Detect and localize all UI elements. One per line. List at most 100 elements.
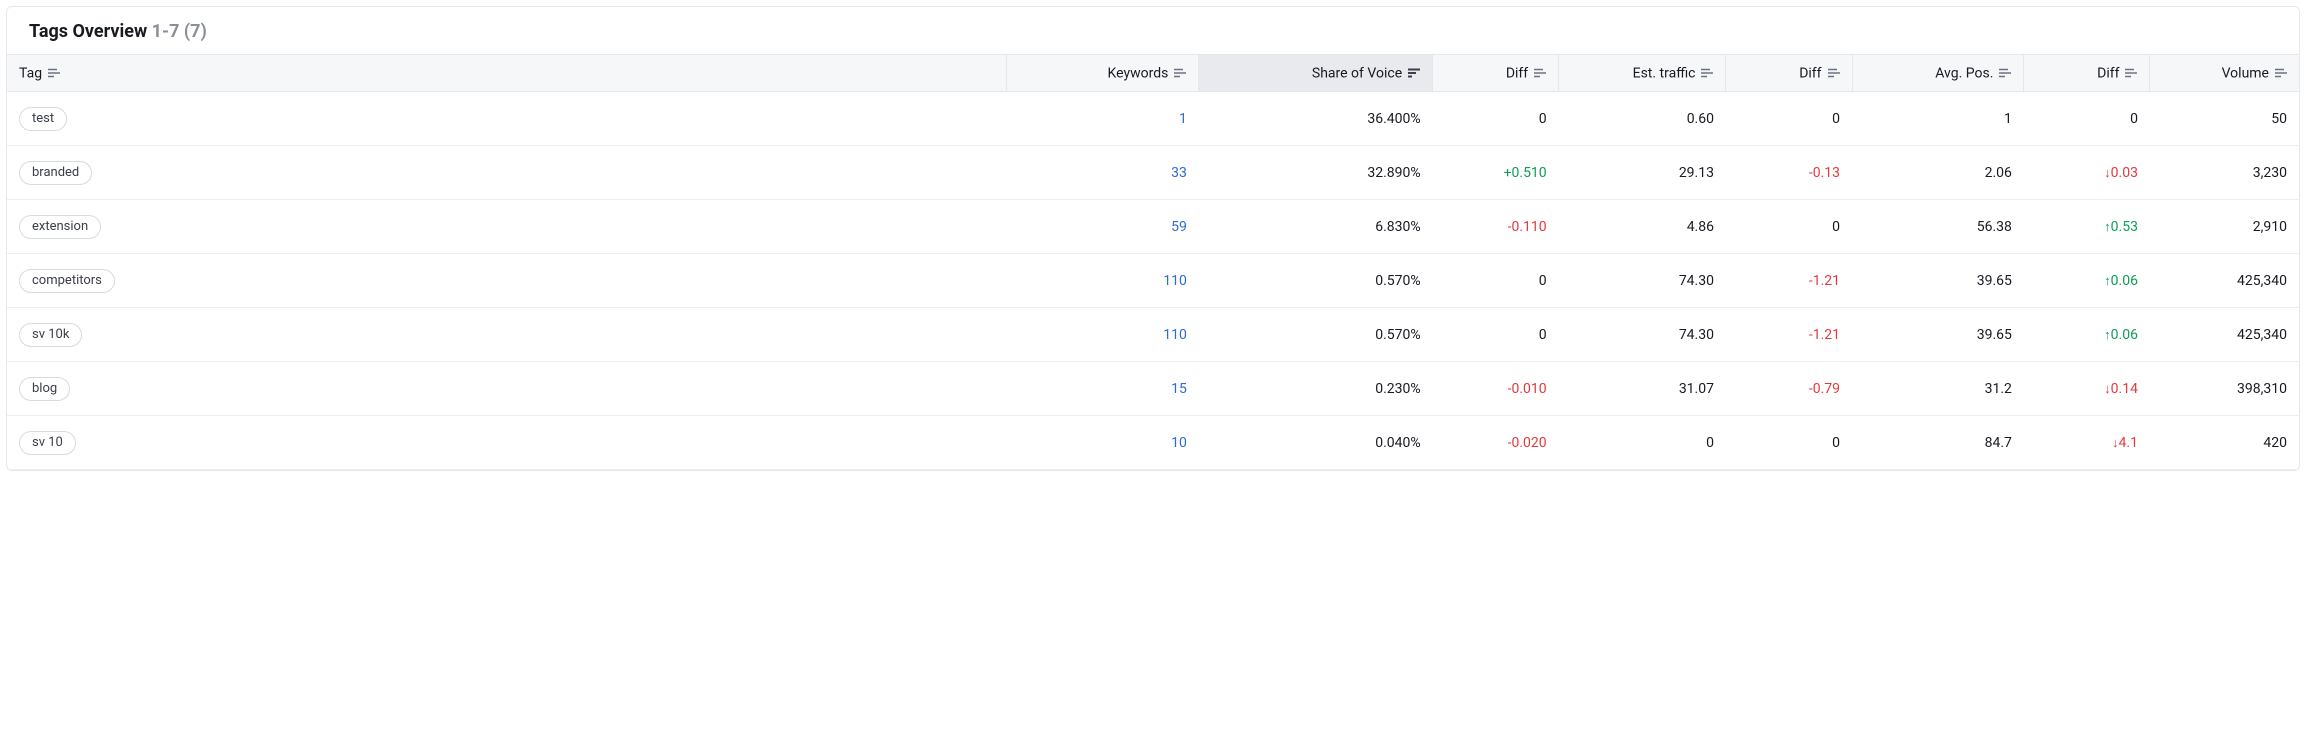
cell-diff-avgpos-value: ↑0.53 [2104, 219, 2138, 235]
cell-traffic-value: 0.60 [1687, 111, 1714, 127]
col-header-label: Tag [19, 65, 42, 81]
cell-volume-value: 425,340 [2237, 273, 2287, 289]
cell-diff-traffic-value: 0 [1832, 435, 1840, 451]
table-row: sv 10100.040%-0.0200084.7↓4.1420 [7, 416, 2299, 470]
sort-icon [1534, 68, 1546, 78]
cell-diff-avgpos-value: ↓0.14 [2104, 381, 2138, 397]
tag-pill[interactable]: test [19, 107, 67, 131]
tag-pill[interactable]: blog [19, 377, 70, 401]
tag-pill[interactable]: competitors [19, 269, 115, 293]
table-row: competitors1100.570%074.30-1.2139.65↑0.0… [7, 254, 2299, 308]
cell-diff-traffic-value: 0 [1832, 219, 1840, 235]
tag-pill[interactable]: sv 10k [19, 323, 82, 347]
cell-diff-sov: +0.510 [1433, 146, 1559, 200]
cell-traffic: 0 [1559, 416, 1726, 470]
col-header-avgpos[interactable]: Avg. Pos. [1852, 55, 2024, 92]
cell-sov: 36.400% [1199, 92, 1433, 146]
keywords-link[interactable]: 110 [1163, 327, 1187, 343]
cell-diff-traffic-value: -0.79 [1809, 381, 1840, 397]
col-header-traffic[interactable]: Est. traffic [1559, 55, 1726, 92]
cell-diff-sov: -0.010 [1433, 362, 1559, 416]
cell-diff-sov: -0.110 [1433, 200, 1559, 254]
cell-avgpos: 56.38 [1852, 200, 2024, 254]
cell-diff-avgpos-number: 0.03 [2111, 165, 2138, 181]
cell-volume: 425,340 [2150, 308, 2299, 362]
table-row: test136.400%00.6001050 [7, 92, 2299, 146]
cell-diff-avgpos: 0 [2024, 92, 2150, 146]
sort-icon [2275, 68, 2287, 78]
col-header-label: Keywords [1108, 65, 1169, 81]
cell-avgpos: 84.7 [1852, 416, 2024, 470]
col-header-tag[interactable]: Tag [7, 55, 1006, 92]
cell-diff-traffic-value: 0 [1832, 111, 1840, 127]
col-header-sov[interactable]: Share of Voice [1199, 55, 1433, 92]
cell-volume-value: 50 [2271, 111, 2287, 127]
cell-diff-traffic: -1.21 [1726, 254, 1852, 308]
cell-sov: 0.040% [1199, 416, 1433, 470]
cell-traffic: 31.07 [1559, 362, 1726, 416]
tag-pill[interactable]: sv 10 [19, 431, 76, 455]
cell-sov-value: 36.400% [1367, 111, 1420, 127]
col-header-keywords[interactable]: Keywords [1006, 55, 1199, 92]
cell-diff-sov-value: -0.010 [1508, 381, 1547, 397]
cell-diff-traffic: 0 [1726, 92, 1852, 146]
keywords-link[interactable]: 10 [1171, 435, 1187, 451]
cell-tag: test [7, 92, 1006, 146]
cell-avgpos-value: 39.65 [1977, 273, 2012, 289]
sort-icon [1999, 68, 2011, 78]
cell-diff-sov-value: -0.020 [1508, 435, 1547, 451]
table-row: sv 10k1100.570%074.30-1.2139.65↑0.06425,… [7, 308, 2299, 362]
col-header-label: Share of Voice [1312, 65, 1402, 81]
cell-volume-value: 3,230 [2253, 165, 2287, 181]
title-text: Tags Overview [29, 21, 147, 42]
cell-diff-traffic-value: -1.21 [1809, 273, 1840, 289]
cell-traffic-value: 29.13 [1679, 165, 1714, 181]
tag-pill[interactable]: extension [19, 215, 101, 239]
cell-diff-sov: -0.020 [1433, 416, 1559, 470]
cell-volume: 3,230 [2150, 146, 2299, 200]
col-header-volume[interactable]: Volume [2150, 55, 2299, 92]
cell-diff-traffic-value: -1.21 [1809, 327, 1840, 343]
cell-volume-value: 425,340 [2237, 327, 2287, 343]
keywords-link[interactable]: 59 [1171, 219, 1187, 235]
cell-sov: 0.230% [1199, 362, 1433, 416]
cell-diff-avgpos-value: ↑0.06 [2104, 327, 2138, 343]
cell-avgpos: 31.2 [1852, 362, 2024, 416]
cell-keywords: 110 [1006, 308, 1199, 362]
table-header-row: TagKeywordsShare of VoiceDiffEst. traffi… [7, 55, 2299, 92]
cell-keywords: 59 [1006, 200, 1199, 254]
cell-diff-traffic-value: -0.13 [1809, 165, 1840, 181]
cell-diff-traffic: 0 [1726, 200, 1852, 254]
col-header-diff3[interactable]: Diff [2024, 55, 2150, 92]
cell-traffic: 74.30 [1559, 254, 1726, 308]
col-header-diff2[interactable]: Diff [1726, 55, 1852, 92]
cell-avgpos-value: 2.06 [1985, 165, 2012, 181]
sort-icon [1701, 68, 1713, 78]
cell-traffic-value: 31.07 [1679, 381, 1714, 397]
cell-sov: 0.570% [1199, 254, 1433, 308]
cell-diff-traffic: -1.21 [1726, 308, 1852, 362]
keywords-link[interactable]: 1 [1179, 111, 1187, 127]
col-header-diff1[interactable]: Diff [1433, 55, 1559, 92]
cell-sov: 0.570% [1199, 308, 1433, 362]
cell-tag: sv 10k [7, 308, 1006, 362]
cell-diff-avgpos-number: 0 [2130, 111, 2138, 127]
keywords-link[interactable]: 33 [1171, 165, 1187, 181]
cell-diff-sov: 0 [1433, 92, 1559, 146]
cell-traffic: 4.86 [1559, 200, 1726, 254]
cell-diff-sov-value: +0.510 [1504, 165, 1547, 181]
cell-diff-traffic: -0.79 [1726, 362, 1852, 416]
cell-traffic-value: 4.86 [1687, 219, 1714, 235]
keywords-link[interactable]: 15 [1171, 381, 1187, 397]
cell-volume-value: 398,310 [2237, 381, 2287, 397]
keywords-link[interactable]: 110 [1163, 273, 1187, 289]
cell-diff-traffic: -0.13 [1726, 146, 1852, 200]
card-title: Tags Overview 1-7 (7) [7, 7, 2299, 54]
title-range: 1-7 (7) [152, 21, 207, 42]
tag-pill[interactable]: branded [19, 161, 92, 185]
table-row: blog 15 0.230% -0.010 31.07 -0.79 31.2 ↓0.14 398… [7, 362, 2299, 416]
cell-diff-avgpos: ↑0.06 [2024, 254, 2150, 308]
sort-icon [2125, 68, 2137, 78]
cell-diff-sov-value: -0.110 [1508, 219, 1547, 235]
cell-tag: branded [7, 146, 1006, 200]
